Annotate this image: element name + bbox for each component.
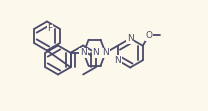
Text: N: N xyxy=(80,48,87,57)
Text: N: N xyxy=(114,56,121,65)
Text: N: N xyxy=(127,34,134,43)
Text: F: F xyxy=(47,24,53,33)
Text: N: N xyxy=(92,48,99,57)
Text: O: O xyxy=(145,31,152,40)
Text: N: N xyxy=(102,48,109,57)
